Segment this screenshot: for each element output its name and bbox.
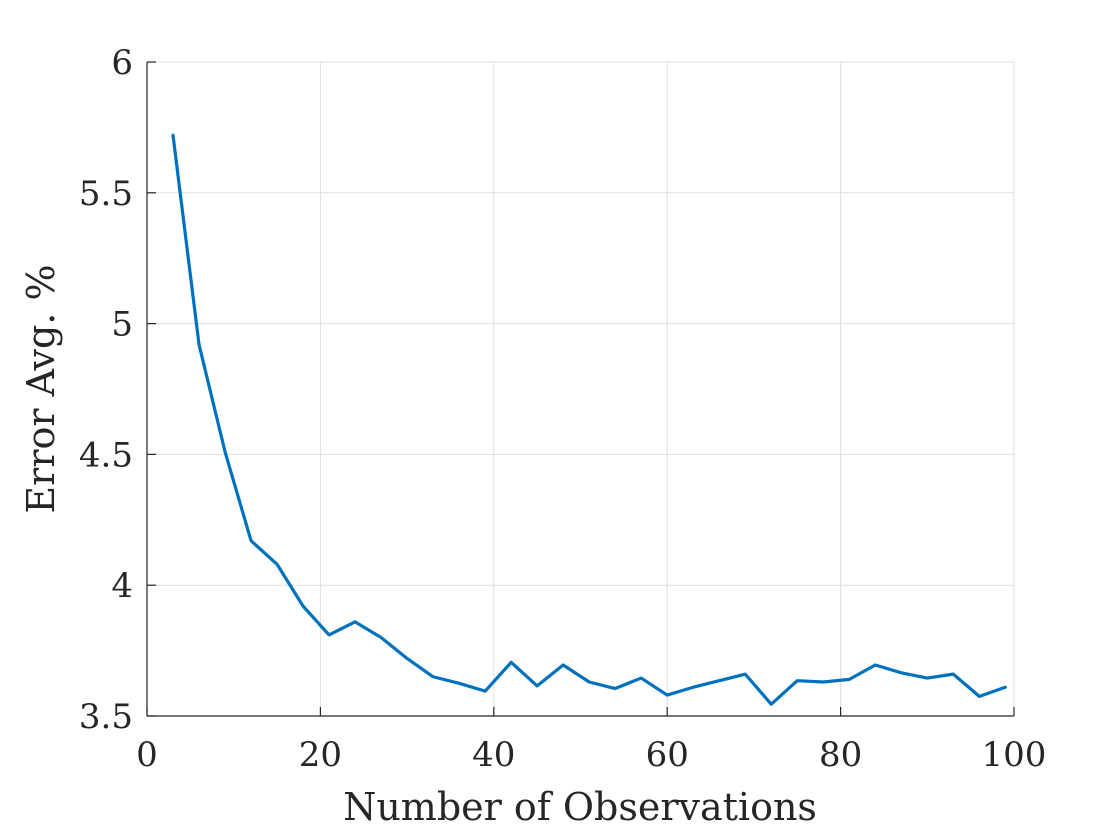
y-axis-title: Error Avg. % [19,264,63,513]
y-tick-label: 4 [111,566,133,606]
x-tick-label: 100 [982,735,1047,775]
series-layer [171,133,1007,706]
axes [146,61,1015,717]
x-tick-label: 40 [472,735,515,775]
grid [146,61,1015,717]
series-line [171,133,1007,706]
y-tick-label: 6 [111,43,133,83]
y-tick-label: 5 [111,305,133,345]
x-tick-label: 0 [136,735,158,775]
tick-labels: 0 20 40 60 80 100 3.5 4 4.5 5 5.5 6 [79,43,1047,775]
x-tick-label: 20 [299,735,342,775]
y-tick-label: 3.5 [79,697,133,737]
x-tick-label: 80 [819,735,862,775]
y-tick-label: 5.5 [79,174,133,214]
x-axis-title: Number of Observations [343,785,817,829]
x-tick-label: 60 [646,735,689,775]
y-tick-label: 4.5 [79,435,133,475]
